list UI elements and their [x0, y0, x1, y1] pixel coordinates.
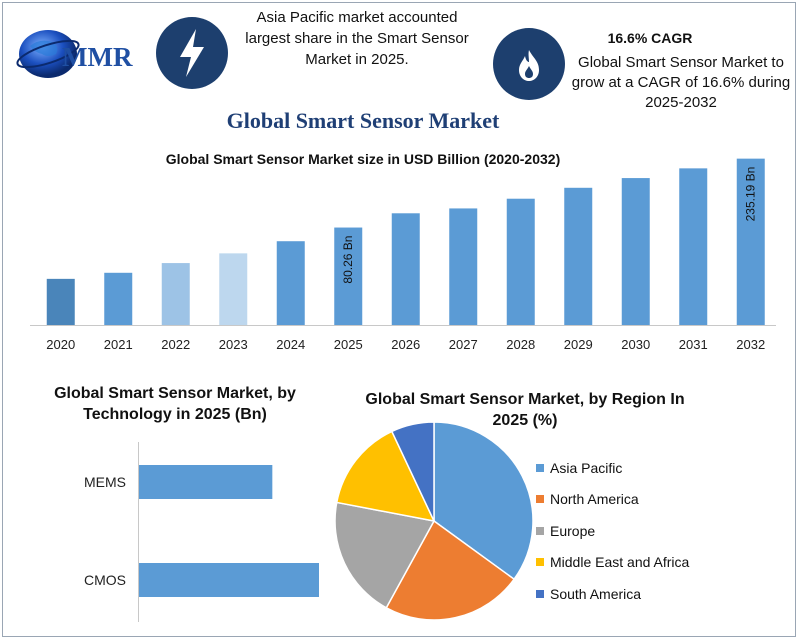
- hbar-cmos: [139, 563, 319, 597]
- legend-label: Europe: [550, 522, 596, 539]
- bar-2032: [736, 158, 765, 325]
- x-tick-label-2025: 2025: [334, 337, 363, 352]
- technology-chart-title: Global Smart Sensor Market, by Technolog…: [54, 385, 296, 423]
- legend-item-middle-east-and-africa: Middle East and Africa: [536, 547, 689, 579]
- legend-swatch: [536, 526, 544, 535]
- x-tick-label-2024: 2024: [276, 337, 305, 352]
- x-tick-label-2030: 2030: [621, 337, 650, 352]
- main-title: Global Smart Sensor Market: [226, 108, 500, 133]
- cagr-description: Global Smart Sensor Market to grow at a …: [571, 54, 791, 111]
- x-tick-label-2031: 2031: [679, 337, 708, 352]
- hbar-mems: [139, 465, 273, 499]
- legend-label: North America: [550, 491, 639, 508]
- bar-2025: [334, 227, 363, 325]
- bar-2020: [46, 278, 75, 325]
- x-tick-label-2023: 2023: [219, 337, 248, 352]
- legend-label: Asia Pacific: [550, 459, 623, 476]
- bar-2023: [219, 253, 248, 325]
- legend-item-europe: Europe: [536, 515, 689, 547]
- legend-swatch: [536, 558, 544, 567]
- bar-2030: [621, 178, 650, 325]
- bar-2027: [449, 208, 478, 325]
- legend-label: Middle East and Africa: [550, 554, 690, 571]
- legend-swatch: [536, 463, 544, 472]
- bar-2029: [564, 187, 593, 325]
- x-tick-label-2027: 2027: [449, 337, 478, 352]
- pie-slice-middle-east-and-africa: [335, 430, 436, 523]
- x-tick-label-2029: 2029: [564, 337, 593, 352]
- x-tick-label-2026: 2026: [391, 337, 420, 352]
- legend-item-asia-pacific: Asia Pacific: [536, 452, 689, 484]
- pie-slice-europe: [334, 501, 436, 609]
- pie-slice-asia-pacific: [433, 421, 534, 581]
- legend-item-north-america: North America: [536, 484, 689, 516]
- bar-2022: [161, 263, 190, 325]
- flame-icon: [493, 28, 565, 100]
- x-tick-label-2020: 2020: [46, 337, 75, 352]
- data-label-2025: 80.26 Bn: [341, 236, 355, 284]
- bar-2021: [104, 272, 133, 325]
- bar-2031: [679, 168, 708, 325]
- y-tick-label-cmos: CMOS: [84, 572, 126, 588]
- x-tick-label-2028: 2028: [506, 337, 535, 352]
- region-chart-title: Global Smart Sensor Market, by Region In…: [365, 391, 685, 429]
- legend-item-south-america: South America: [536, 578, 689, 610]
- globe-logo-icon: [16, 30, 80, 78]
- x-tick-label-2022: 2022: [161, 337, 190, 352]
- cagr-title: 16.6% CAGR: [607, 30, 693, 46]
- x-tick-label-2021: 2021: [104, 337, 133, 352]
- bar-chart-title: Global Smart Sensor Market size in USD B…: [165, 151, 561, 167]
- y-tick-label-mems: MEMS: [84, 474, 126, 490]
- region-legend: Asia Pacific North America Europe Middle Ea…: [536, 452, 689, 610]
- data-label-2032: 235.19 Bn: [744, 167, 758, 222]
- bar-2028: [506, 198, 535, 325]
- legend-label: South America: [550, 585, 642, 602]
- logo-text: MMR: [62, 42, 133, 72]
- lightning-bolt-icon: [156, 17, 228, 89]
- x-tick-label-2032: 2032: [736, 337, 765, 352]
- pie-slice-south-america: [390, 421, 435, 522]
- asia-pacific-highlight: Asia Pacific market accounted largest sh…: [245, 9, 469, 68]
- legend-swatch: [536, 495, 544, 504]
- pie-slice-north-america: [385, 519, 516, 621]
- legend-swatch: [536, 589, 544, 598]
- bar-2024: [276, 241, 305, 325]
- bar-2026: [391, 213, 420, 325]
